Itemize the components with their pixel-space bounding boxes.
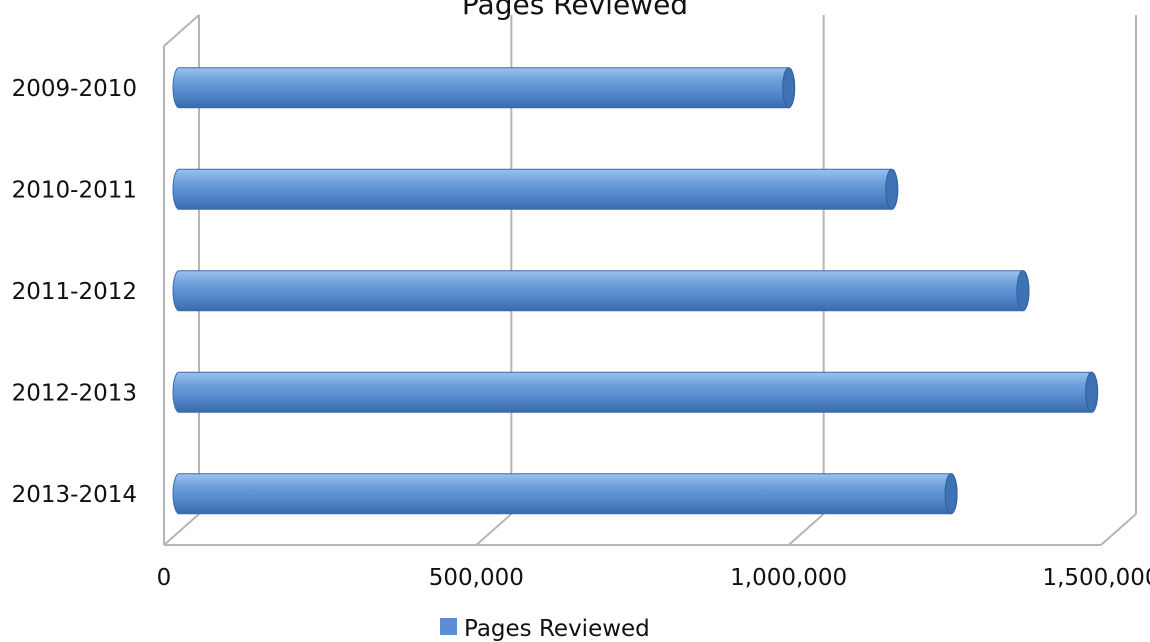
x-tick-label: 0 <box>157 565 172 591</box>
category-label: 2011-2012 <box>12 279 137 305</box>
gridline-floor <box>1100 513 1137 546</box>
x-tick-label: 500,000 <box>429 565 524 591</box>
x-tick-label: 1,500,000 <box>1042 565 1150 591</box>
chart-title: Pages Reviewed <box>462 0 688 21</box>
category-labels: 2009-2010 2010-2011 2011-2012 2012-2013 2013… <box>12 76 137 508</box>
bar <box>172 473 958 515</box>
x-tick-labels: 0 500,000 1,000,000 1,500,000 <box>157 565 1150 591</box>
legend-label: Pages Reviewed <box>464 616 650 642</box>
category-label: 2012-2013 <box>12 380 137 406</box>
gridline-floor <box>163 513 200 546</box>
category-label: 2010-2011 <box>12 177 137 203</box>
bar-series <box>172 67 1099 515</box>
legend-swatch <box>440 618 457 635</box>
gridline-floor <box>788 513 825 546</box>
bar <box>172 270 1030 312</box>
legend: Pages Reviewed <box>440 616 650 642</box>
bar <box>172 371 1099 413</box>
x-tick-label: 1,000,000 <box>730 565 847 591</box>
gridline-floor <box>475 513 512 546</box>
category-label: 2013-2014 <box>12 482 137 508</box>
wall-edge <box>163 14 200 47</box>
bar <box>172 168 899 210</box>
bar <box>172 67 796 109</box>
category-label: 2009-2010 <box>12 76 137 102</box>
